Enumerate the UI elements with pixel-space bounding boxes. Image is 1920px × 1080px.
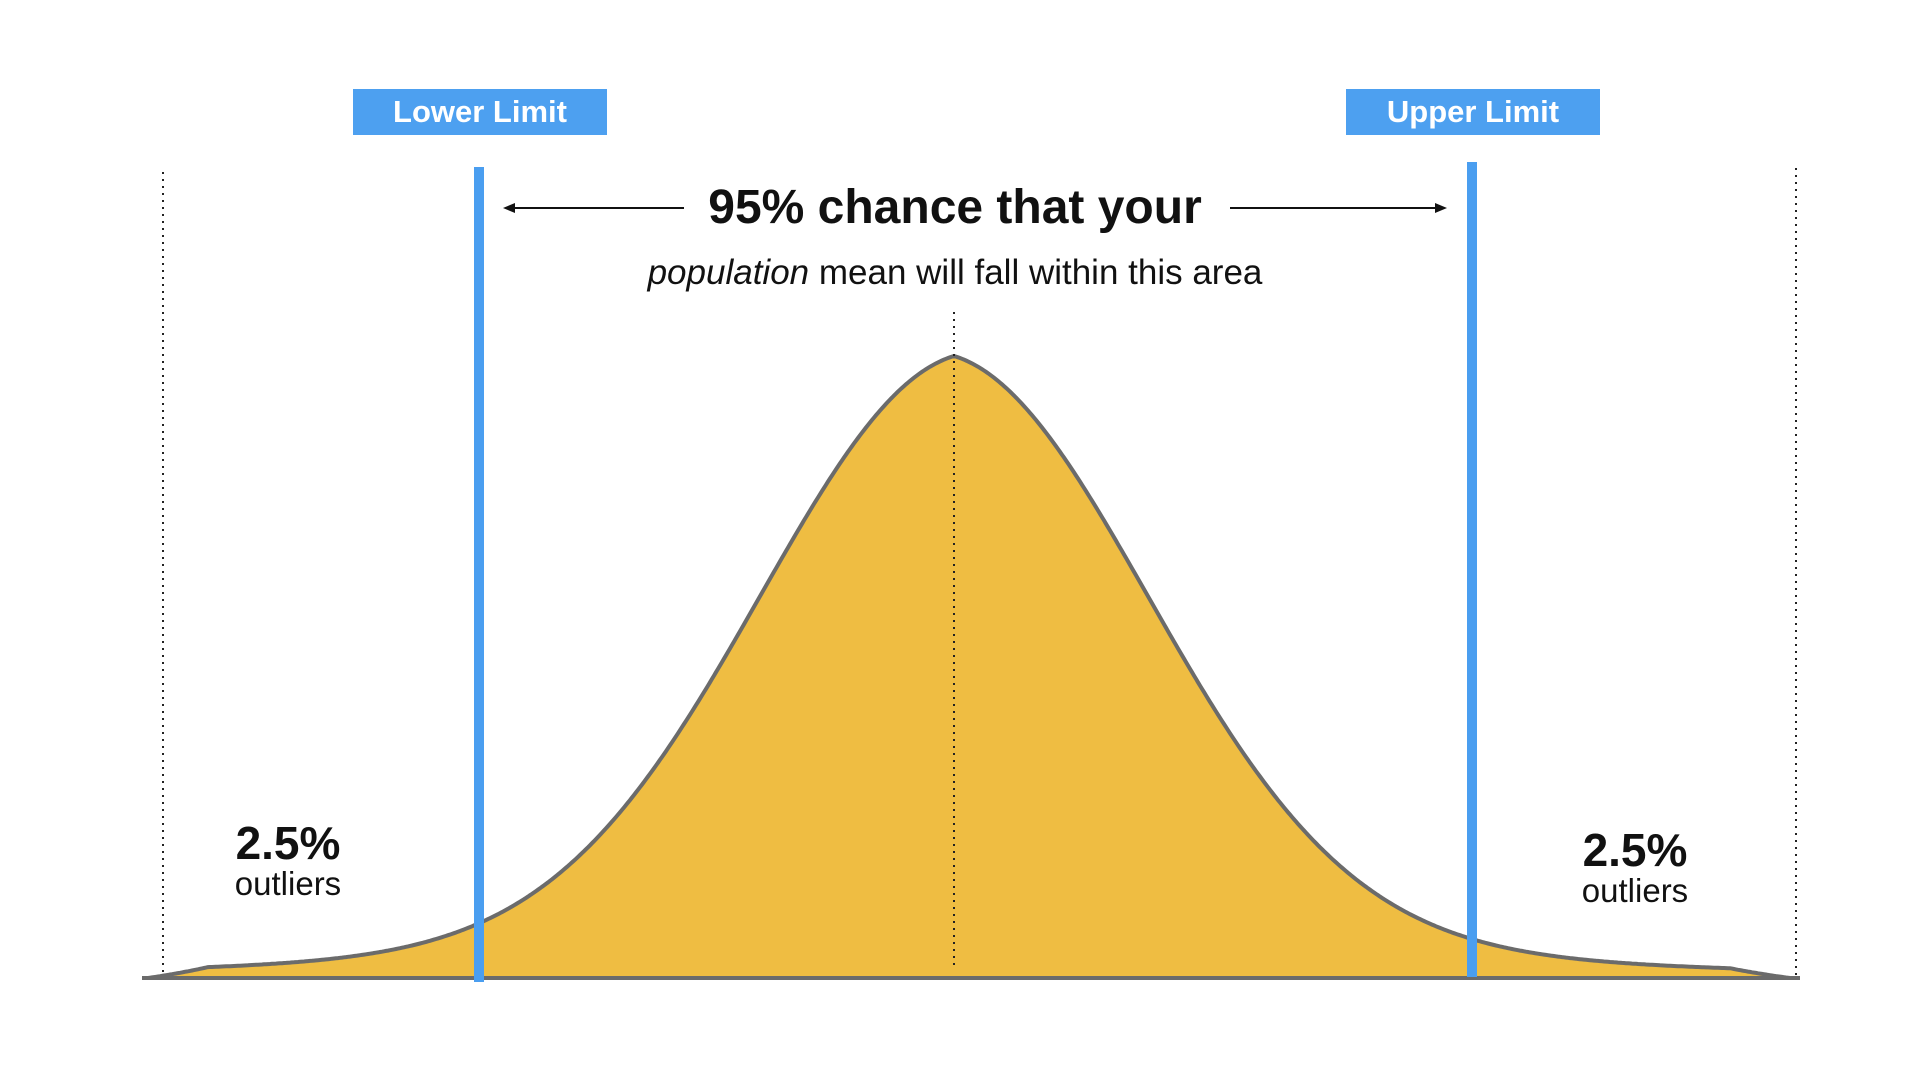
- lower-limit-label: Lower Limit: [353, 89, 607, 135]
- headline-text: 95% chance that your: [708, 181, 1202, 234]
- right-arrow: [1230, 203, 1447, 213]
- subline-italic-word: population: [647, 253, 810, 292]
- left-tail-caption: outliers: [234, 865, 342, 902]
- right-tail-caption: outliers: [1581, 872, 1689, 909]
- subline-text: population mean will fall within this ar…: [560, 253, 1350, 293]
- right-tail-annotation: 2.5% outliers: [1545, 825, 1725, 907]
- upper-limit-label: Upper Limit: [1346, 89, 1600, 135]
- left-tail-percent: 2.5%: [235, 817, 341, 869]
- bell-curve-area: [147, 353, 1791, 980]
- left-arrow: [503, 203, 684, 213]
- right-tail-percent: 2.5%: [1582, 824, 1688, 876]
- left-tail-annotation: 2.5% outliers: [198, 818, 378, 900]
- subline-rest: mean will fall within this area: [818, 253, 1263, 292]
